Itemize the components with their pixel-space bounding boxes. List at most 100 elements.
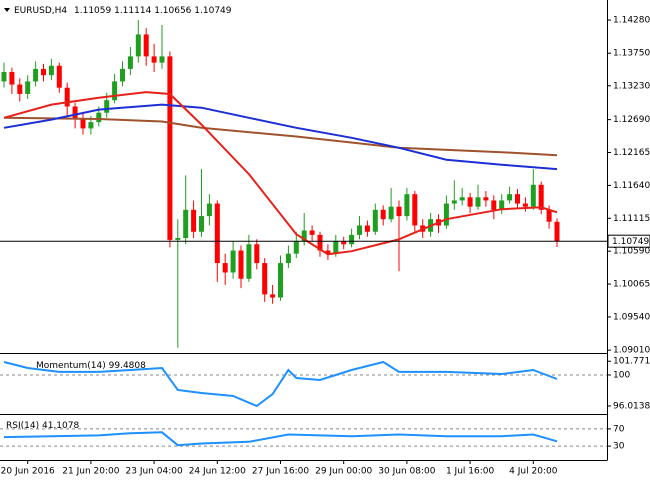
candle-body (222, 263, 228, 273)
candle-body (522, 203, 528, 207)
indicator-name: RSI(14) (6, 421, 39, 431)
candle-body (341, 241, 347, 245)
last-price-box (607, 234, 650, 248)
candle-body (530, 184, 536, 207)
y-tick-label: 101.7715 (613, 357, 650, 367)
candle-body (135, 34, 141, 57)
candle-body (459, 197, 465, 201)
candle-body (270, 294, 276, 298)
candle-body (48, 65, 54, 76)
candle-body (278, 263, 283, 298)
indicator-value: 99.4808 (109, 361, 146, 371)
candle-body (475, 197, 481, 207)
candle-body (380, 209, 386, 220)
candle-body (72, 106, 78, 120)
candle-body (372, 209, 378, 232)
x-tick-label: 1 Jul 16:00 (446, 467, 495, 477)
candle-body (364, 225, 370, 232)
indicator-line (3, 91, 558, 256)
candle-body (167, 56, 173, 240)
y-tick-label: 1.12165 (613, 148, 650, 158)
candle-body (507, 194, 513, 201)
candle-body (64, 87, 70, 107)
candle-body (33, 68, 39, 82)
candle-body (214, 203, 220, 264)
candle-body (467, 197, 473, 207)
candle-body (143, 34, 149, 57)
candle-body (151, 56, 157, 63)
candle-body (404, 194, 410, 217)
indicator-line (3, 103, 558, 171)
candle-body (25, 81, 31, 94)
y-tick-label: 1.10065 (613, 280, 650, 290)
high-value: 1.11114 (114, 6, 151, 16)
candle-body (349, 234, 355, 245)
candle-body (451, 200, 457, 204)
candle-body (491, 200, 497, 210)
x-tick-label: 29 Jun 00:00 (315, 467, 372, 477)
y-tick-label: 1.09010 (613, 346, 650, 356)
x-tick-label: 20 Jun 2016 (1, 467, 55, 477)
candle-body (546, 209, 552, 222)
close-value: 1.10749 (194, 6, 231, 16)
candle-body (9, 72, 15, 85)
y-tick-label: 1.11115 (613, 214, 650, 224)
candle-body (127, 56, 133, 69)
candle-body (56, 65, 62, 88)
candle-body (80, 119, 86, 129)
candle-body (396, 206, 402, 217)
candle-body (159, 56, 165, 63)
candle-body (238, 250, 244, 279)
candle-body (112, 81, 118, 101)
y-tick-label: 30 (613, 442, 625, 452)
y-tick-label: 70 (613, 424, 625, 434)
candle-body (191, 209, 197, 232)
candle-body (17, 84, 23, 94)
candle-body (96, 112, 102, 123)
last-price-label: 1.10749 (612, 237, 649, 247)
candle-body (206, 203, 212, 217)
candle-body (262, 263, 268, 295)
candle-body (554, 221, 560, 242)
candle-body (199, 216, 204, 232)
indicator-line (3, 431, 558, 447)
candle-body (309, 230, 315, 235)
candle-body (515, 194, 520, 204)
menu-arrow (4, 8, 10, 12)
candle-body (538, 184, 544, 210)
candle-body (254, 244, 260, 264)
candle-body (120, 68, 125, 82)
candle-body (301, 230, 307, 242)
candle-body (325, 250, 331, 254)
x-tick-label: 23 Jun 04:00 (126, 467, 183, 477)
indicator-value: 41.1078 (42, 421, 79, 431)
y-tick-label: 1.14280 (613, 16, 650, 26)
x-tick-label: 4 Jul 20:00 (509, 467, 558, 477)
candle-body (499, 200, 505, 210)
symbol: EURUSD,H4 (14, 6, 67, 16)
candle-body (412, 194, 418, 226)
x-tick-label: 24 Jun 12:00 (189, 467, 246, 477)
candle-body (285, 253, 291, 264)
momentum-header: Momentum(14) 99.4808 (36, 361, 146, 371)
candle-body (175, 238, 181, 240)
candle-body (293, 241, 299, 254)
y-tick-label: 1.09540 (613, 312, 650, 322)
candle-body (41, 68, 46, 76)
y-tick-label: 1.12690 (613, 115, 650, 125)
indicator-line (3, 116, 558, 157)
candle-body (443, 203, 449, 226)
candle-body (357, 225, 362, 235)
rsi-header: RSI(14) 41.1078 (6, 421, 79, 431)
open-value: 1.11059 (74, 6, 111, 16)
candle-body (230, 250, 236, 273)
x-tick-label: 30 Jun 08:00 (378, 467, 435, 477)
chart-header: EURUSD,H4 1.11059 1.11114 1.10656 1.1074… (14, 6, 232, 16)
candle-body (246, 244, 252, 279)
low-value: 1.10656 (154, 6, 191, 16)
candle-body (104, 100, 110, 113)
candle-body (88, 122, 94, 129)
candle-body (388, 206, 394, 220)
